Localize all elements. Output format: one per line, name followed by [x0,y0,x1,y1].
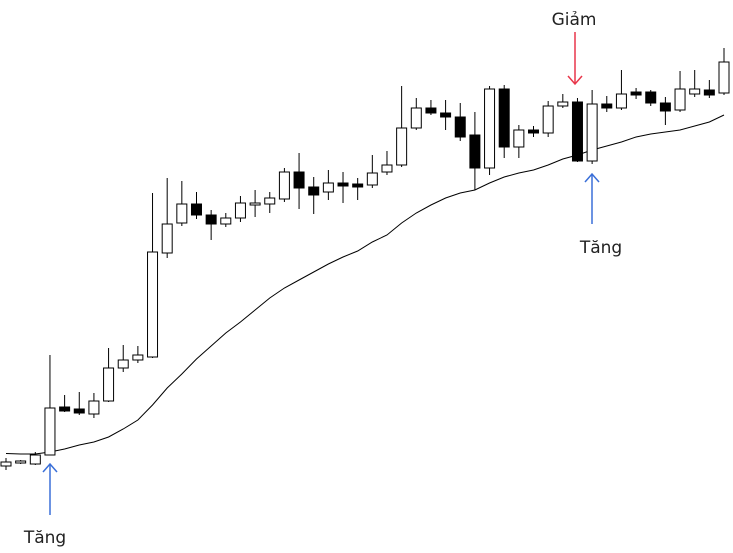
candle-body [542,105,554,134]
candle-body [220,217,232,225]
candle-body [440,112,452,118]
candle-body [645,91,657,104]
candle-body [44,407,56,456]
candle-body [73,408,85,414]
candle-body [190,203,202,216]
candle-body [571,101,583,162]
candle-body [484,88,496,169]
candle-body [586,103,598,162]
candle-body [703,89,715,96]
candle-body [176,203,188,224]
arrow-head [42,462,58,473]
candle-body [689,88,701,95]
candle-body [366,172,378,186]
candle-body [718,61,730,94]
candle-body [322,182,334,193]
candle-body [278,171,290,200]
candle-body [381,164,393,173]
candle-body [352,183,364,188]
candle-body [249,202,261,206]
candle-body [396,127,408,166]
candle-body [88,400,100,415]
candle-body [59,406,71,412]
arrow-head [567,75,583,86]
candle-body [132,354,144,361]
arrow-head [584,172,600,183]
candle-body [513,129,525,148]
candle-body [0,461,12,467]
candle-body [630,91,642,96]
candle-body [337,182,349,187]
candle-body [454,116,466,138]
candle-body [161,223,173,254]
candle-body [205,214,217,225]
candle-body [601,103,613,109]
candle-body [528,129,540,134]
candle-body [264,197,276,205]
candle-body [557,101,569,107]
annotation: Tăng [23,528,66,548]
moving-average [5,114,725,455]
candle-body [29,454,41,465]
candle-body [308,186,320,196]
annotation: Tăng [579,238,622,258]
plot [0,48,730,470]
candle-body [659,102,671,112]
candle-body [103,367,115,402]
candle-body [293,171,305,189]
annotation: Giảm [552,10,597,30]
candle-body [117,359,129,369]
candle-body [469,134,481,169]
candle-body [498,88,510,148]
candle-body [234,202,246,219]
candle-body [410,107,422,129]
candle-body [615,93,627,109]
candle-body [674,88,686,111]
candle-body [15,460,27,464]
candle-body [425,107,437,114]
candle-body [147,251,159,358]
